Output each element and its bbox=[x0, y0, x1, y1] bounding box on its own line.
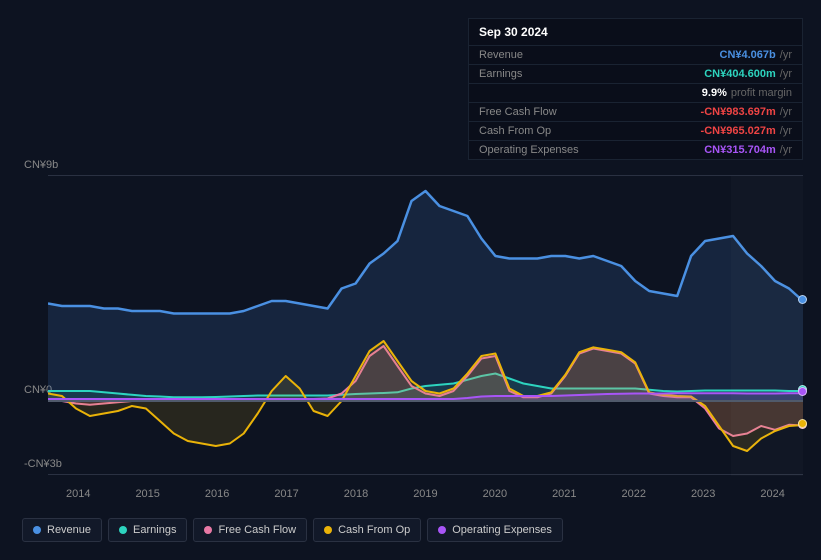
legend-label: Cash From Op bbox=[338, 524, 410, 536]
x-axis-tick: 2021 bbox=[552, 488, 576, 500]
tooltip-row: RevenueCN¥4.067b/yr bbox=[469, 46, 802, 65]
tooltip-label: Earnings bbox=[479, 68, 704, 80]
legend-dot bbox=[438, 526, 446, 534]
tooltip-value: -CN¥983.697m bbox=[701, 106, 776, 118]
data-tooltip: Sep 30 2024 RevenueCN¥4.067b/yrEarningsC… bbox=[468, 18, 803, 160]
x-axis-tick: 2015 bbox=[135, 488, 159, 500]
tooltip-row: Operating ExpensesCN¥315.704m/yr bbox=[469, 141, 802, 159]
tooltip-value: 9.9% bbox=[702, 87, 727, 99]
chart-area: CN¥9bCN¥0-CN¥3b bbox=[18, 160, 803, 475]
chart-svg bbox=[48, 176, 803, 476]
legend-dot bbox=[204, 526, 212, 534]
tooltip-label: Operating Expenses bbox=[479, 144, 704, 156]
tooltip-row: Cash From Op-CN¥965.027m/yr bbox=[469, 122, 802, 141]
x-axis-tick: 2017 bbox=[274, 488, 298, 500]
x-axis-tick: 2022 bbox=[622, 488, 646, 500]
y-axis-label: CN¥9b bbox=[24, 159, 58, 171]
legend-item-earnings[interactable]: Earnings bbox=[108, 518, 187, 542]
tooltip-value: CN¥315.704m bbox=[704, 144, 776, 156]
legend-item-free-cash-flow[interactable]: Free Cash Flow bbox=[193, 518, 307, 542]
series-area-revenue bbox=[48, 191, 803, 401]
tooltip-label: Cash From Op bbox=[479, 125, 701, 137]
tooltip-unit: /yr bbox=[780, 144, 792, 156]
legend-label: Earnings bbox=[133, 524, 176, 536]
tooltip-label: Revenue bbox=[479, 49, 720, 61]
x-axis-tick: 2014 bbox=[66, 488, 90, 500]
tooltip-row: Free Cash Flow-CN¥983.697m/yr bbox=[469, 103, 802, 122]
legend-label: Operating Expenses bbox=[452, 524, 552, 536]
legend-label: Free Cash Flow bbox=[218, 524, 296, 536]
chart-plot[interactable] bbox=[48, 175, 803, 475]
legend-dot bbox=[324, 526, 332, 534]
legend-label: Revenue bbox=[47, 524, 91, 536]
legend-dot bbox=[119, 526, 127, 534]
tooltip-row: 9.9% profit margin bbox=[469, 84, 802, 103]
legend-item-revenue[interactable]: Revenue bbox=[22, 518, 102, 542]
tooltip-value: CN¥404.600m bbox=[704, 68, 776, 80]
tooltip-value: -CN¥965.027m bbox=[701, 125, 776, 137]
tooltip-date: Sep 30 2024 bbox=[469, 19, 802, 46]
legend-item-operating-expenses[interactable]: Operating Expenses bbox=[427, 518, 563, 542]
legend: Revenue Earnings Free Cash Flow Cash From O… bbox=[22, 518, 563, 542]
series-end-dot bbox=[798, 295, 807, 304]
tooltip-unit: /yr bbox=[780, 106, 792, 118]
tooltip-value: CN¥4.067b bbox=[720, 49, 776, 61]
tooltip-unit: /yr bbox=[780, 49, 792, 61]
x-axis-tick: 2020 bbox=[483, 488, 507, 500]
tooltip-label: Free Cash Flow bbox=[479, 106, 701, 118]
x-axis-tick: 2016 bbox=[205, 488, 229, 500]
x-axis-tick: 2018 bbox=[344, 488, 368, 500]
series-end-dot bbox=[798, 419, 807, 428]
tooltip-unit: profit margin bbox=[731, 87, 792, 99]
series-end-dot bbox=[798, 387, 807, 396]
x-axis-tick: 2023 bbox=[691, 488, 715, 500]
zero-line bbox=[48, 400, 803, 402]
legend-item-cash-from-op[interactable]: Cash From Op bbox=[313, 518, 421, 542]
future-band bbox=[731, 176, 803, 476]
tooltip-unit: /yr bbox=[780, 68, 792, 80]
legend-dot bbox=[33, 526, 41, 534]
x-axis-tick: 2024 bbox=[760, 488, 784, 500]
x-axis-tick: 2019 bbox=[413, 488, 437, 500]
x-axis: 2014 2015 2016 2017 2018 2019 2020 2021 2022 2023… bbox=[48, 488, 803, 500]
tooltip-unit: /yr bbox=[780, 125, 792, 137]
tooltip-label bbox=[479, 87, 702, 99]
tooltip-row: EarningsCN¥404.600m/yr bbox=[469, 65, 802, 84]
